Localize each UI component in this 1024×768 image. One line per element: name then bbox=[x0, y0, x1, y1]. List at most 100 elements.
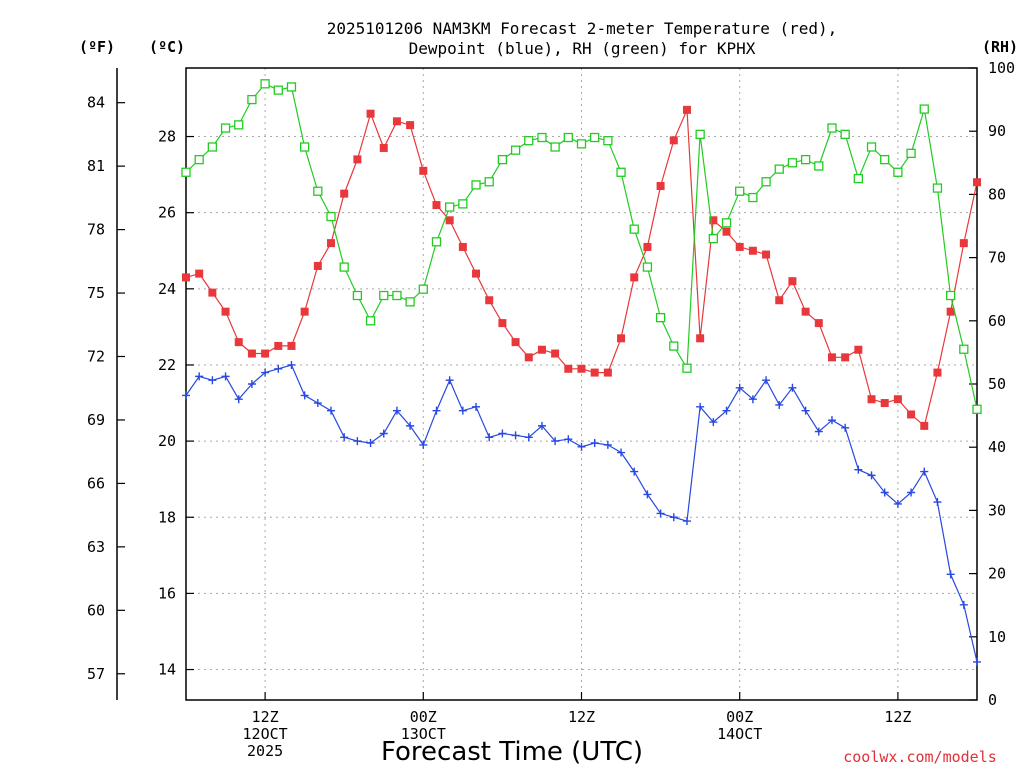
rh-point bbox=[774, 164, 784, 174]
rh-point bbox=[853, 173, 863, 184]
temperature-point bbox=[564, 364, 573, 373]
celsius-axis-unit: (ºC) bbox=[149, 38, 185, 56]
chart-title-line2: Dewpoint (blue), RH (green) for KPHX bbox=[409, 39, 756, 58]
temperature-point bbox=[973, 178, 981, 187]
rh-point bbox=[194, 154, 204, 165]
temperature-point bbox=[907, 410, 916, 419]
rh-point bbox=[655, 312, 666, 323]
celsius-tick-label: 28 bbox=[158, 128, 176, 146]
dewpoint-point bbox=[234, 395, 243, 404]
rh-point bbox=[590, 132, 600, 143]
dewpoint-point bbox=[498, 429, 507, 438]
rh-point bbox=[814, 161, 824, 171]
temperature-point bbox=[775, 296, 784, 305]
rh-point bbox=[497, 154, 508, 165]
rh-point bbox=[603, 136, 613, 146]
temperature-point bbox=[603, 368, 612, 377]
rh-point bbox=[721, 218, 732, 228]
dewpoint-point bbox=[867, 471, 876, 480]
temperature-point bbox=[801, 307, 810, 316]
rh-point bbox=[735, 186, 745, 196]
rh-tick-label: 70 bbox=[988, 249, 1006, 267]
rh-tick-label: 90 bbox=[988, 122, 1006, 140]
rh-point bbox=[234, 120, 244, 130]
dewpoint-point bbox=[340, 433, 349, 442]
rh-point bbox=[299, 142, 310, 152]
temperature-point bbox=[366, 109, 375, 118]
fahrenheit-tick-label: 69 bbox=[87, 411, 105, 429]
rh-point bbox=[273, 85, 283, 95]
dewpoint-point bbox=[182, 391, 190, 400]
rh-point bbox=[972, 404, 982, 414]
plot-frame bbox=[185, 67, 978, 701]
temperature-point bbox=[221, 307, 230, 316]
temperature-point bbox=[379, 143, 388, 152]
dewpoint-point bbox=[907, 488, 916, 497]
rh-point bbox=[576, 139, 587, 149]
dewpoint-point bbox=[893, 499, 902, 508]
rh-point bbox=[827, 123, 837, 133]
x-tick-label: 12Z bbox=[884, 708, 911, 726]
dewpoint-point bbox=[656, 509, 665, 518]
dewpoint-point bbox=[617, 448, 626, 457]
fahrenheit-tick-label: 81 bbox=[87, 157, 105, 175]
rh-point bbox=[629, 224, 639, 234]
rh-point bbox=[405, 297, 415, 307]
rh-tick-label: 30 bbox=[988, 501, 1006, 519]
gridlines bbox=[186, 68, 977, 700]
temperature-point bbox=[498, 319, 507, 328]
temperature-point bbox=[880, 399, 889, 408]
temperature-point bbox=[577, 364, 586, 373]
dewpoint-point bbox=[221, 372, 230, 381]
dewpoint-point bbox=[511, 431, 520, 440]
dewpoint-point bbox=[854, 465, 863, 474]
rh-point bbox=[260, 79, 270, 89]
temperature-point bbox=[419, 166, 428, 175]
dewpoint-point bbox=[300, 391, 309, 400]
temperature-point bbox=[788, 277, 797, 286]
temperature-point bbox=[669, 136, 678, 145]
rh-point bbox=[959, 344, 969, 354]
dewpoint-point bbox=[406, 421, 415, 430]
rh-point bbox=[510, 145, 521, 155]
rh-point bbox=[695, 129, 705, 140]
rh-point bbox=[563, 132, 573, 143]
dewpoint-point bbox=[880, 488, 889, 497]
x-tick-label: 14OCT bbox=[717, 725, 762, 743]
temperature-point bbox=[920, 421, 929, 430]
rh-point bbox=[207, 142, 218, 152]
temperature-point bbox=[234, 338, 243, 347]
dewpoint-point bbox=[313, 399, 322, 408]
temperature-point bbox=[340, 189, 349, 198]
fahrenheit-tick-label: 72 bbox=[87, 348, 105, 366]
fahrenheit-tick-label: 84 bbox=[87, 94, 105, 112]
dewpoint-point bbox=[261, 368, 270, 377]
dewpoint-point bbox=[353, 437, 362, 446]
x-axis-title: Forecast Time (UTC) bbox=[381, 737, 643, 767]
temperature-point bbox=[814, 319, 823, 328]
rh-point bbox=[550, 142, 560, 152]
temperature-point bbox=[617, 334, 626, 343]
dewpoint-point bbox=[735, 383, 744, 392]
rh-point bbox=[524, 136, 534, 146]
rh-point bbox=[906, 148, 916, 158]
rh-tick-label: 40 bbox=[988, 438, 1006, 456]
temperature-point bbox=[445, 216, 454, 225]
dewpoint-point bbox=[247, 380, 256, 388]
temperature-point bbox=[274, 341, 283, 350]
rh-point bbox=[458, 199, 468, 209]
temperature-point bbox=[537, 345, 546, 354]
rh-point bbox=[537, 132, 547, 143]
temperature-point bbox=[762, 250, 771, 259]
rh-point bbox=[313, 186, 323, 196]
dewpoint-point bbox=[841, 423, 850, 432]
temperature-point bbox=[748, 246, 757, 255]
celsius-tick-label: 14 bbox=[158, 661, 176, 679]
rh-point bbox=[445, 202, 455, 212]
temperature-point bbox=[195, 269, 204, 278]
temperature-point bbox=[643, 242, 652, 251]
fahrenheit-tick-label: 63 bbox=[87, 538, 105, 556]
dewpoint-point bbox=[973, 657, 981, 666]
rh-point bbox=[471, 180, 481, 190]
celsius-tick-label: 20 bbox=[158, 432, 176, 450]
